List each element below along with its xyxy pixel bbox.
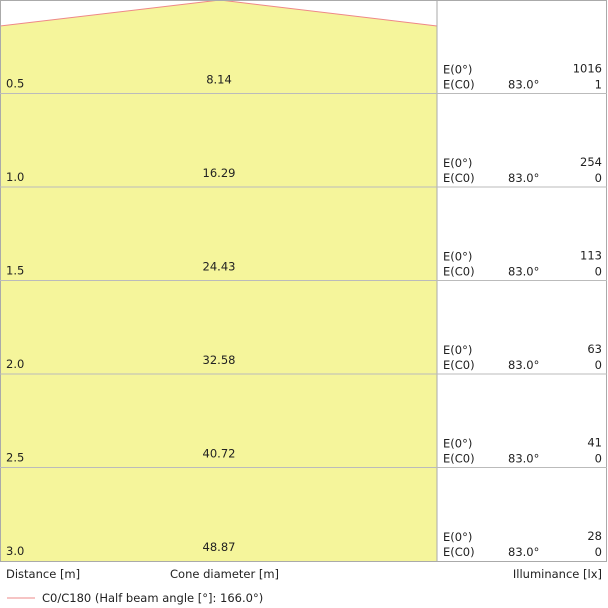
ec0-value: 0	[595, 452, 602, 466]
ec0-value: 0	[595, 545, 602, 559]
diameter-label: Cone diameter [m]	[170, 567, 279, 581]
diameter: 24.43	[203, 260, 236, 274]
diameter: 32.58	[203, 353, 236, 367]
angle: 83.0°	[508, 358, 539, 372]
angle: 83.0°	[508, 78, 539, 92]
angle: 83.0°	[508, 171, 539, 185]
ec0-label: E(C0)	[443, 452, 475, 466]
distance-label: Distance [m]	[6, 567, 80, 581]
e0-label: E(0°)	[443, 156, 472, 170]
distance: 1.5	[6, 264, 24, 278]
ec0-label: E(C0)	[443, 171, 475, 185]
distance: 2.0	[6, 357, 24, 371]
angle: 83.0°	[508, 545, 539, 559]
ec0-label: E(C0)	[443, 358, 475, 372]
e0-value: 113	[580, 249, 602, 263]
diameter: 16.29	[203, 166, 236, 180]
e0-value: 28	[587, 529, 602, 543]
angle: 83.0°	[508, 452, 539, 466]
diameter: 48.87	[203, 540, 236, 554]
diameter: 40.72	[203, 447, 236, 461]
distance: 0.5	[6, 77, 24, 91]
distance: 3.0	[6, 544, 24, 558]
e0-value: 254	[580, 155, 602, 169]
illuminance-label: Illuminance [lx]	[513, 567, 602, 581]
e0-label: E(0°)	[443, 250, 472, 264]
e0-value: 1016	[573, 62, 602, 76]
distance: 1.0	[6, 170, 24, 184]
e0-label: E(0°)	[443, 437, 472, 451]
angle: 83.0°	[508, 265, 539, 279]
ec0-value: 0	[595, 265, 602, 279]
ec0-label: E(C0)	[443, 545, 475, 559]
e0-label: E(0°)	[443, 343, 472, 357]
ec0-value: 1	[595, 78, 602, 92]
ec0-label: E(C0)	[443, 265, 475, 279]
ec0-value: 0	[595, 171, 602, 185]
distance: 2.5	[6, 451, 24, 465]
beam-edge	[0, 0, 438, 27]
diameter: 8.14	[206, 73, 232, 87]
e0-value: 41	[587, 436, 602, 450]
ec0-value: 0	[595, 358, 602, 372]
e0-value: 63	[587, 342, 602, 356]
e0-label: E(0°)	[443, 63, 472, 77]
ec0-label: E(C0)	[443, 78, 475, 92]
legend-label: C0/C180 (Half beam angle [°]: 166.0°)	[42, 591, 263, 605]
e0-label: E(0°)	[443, 530, 472, 544]
